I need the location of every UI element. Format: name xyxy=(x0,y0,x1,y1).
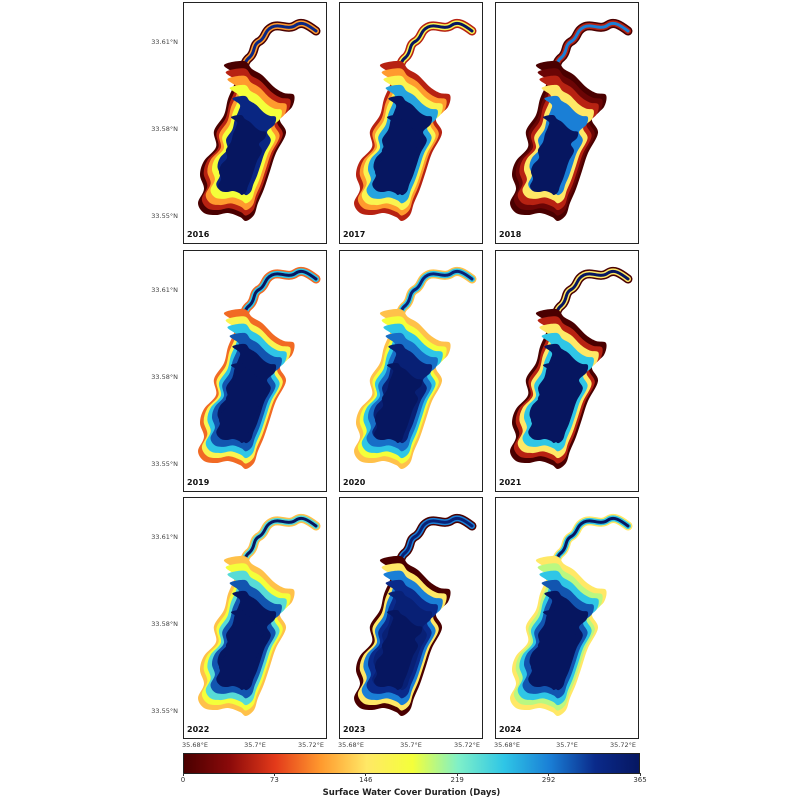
panel-year-label: 2016 xyxy=(187,230,210,239)
lake-core xyxy=(218,114,267,196)
latitude-tick-label: 33.61°N xyxy=(151,38,178,46)
lake-map xyxy=(354,513,477,717)
longitude-tick-label: 35.72°E xyxy=(454,741,480,749)
lake-map xyxy=(198,18,321,222)
lake-core xyxy=(218,362,267,444)
river-channel xyxy=(550,21,630,81)
colorbar-tick-mark xyxy=(456,773,458,776)
panel-year-label: 2021 xyxy=(499,478,522,487)
longitude-tick-label: 35.72°E xyxy=(298,741,324,749)
colorbar-tick-mark xyxy=(639,773,641,776)
map-panel-2019: 2019 xyxy=(183,250,327,492)
lake-core xyxy=(530,362,579,444)
longitude-tick-label: 35.68°E xyxy=(494,741,520,749)
longitude-tick-label: 35.68°E xyxy=(338,741,364,749)
lake-map xyxy=(354,266,477,470)
river-channel xyxy=(394,516,474,576)
map-panel-2023: 2023 xyxy=(339,497,483,739)
panel-year-label: 2023 xyxy=(343,725,366,734)
colorbar-tick-label: 219 xyxy=(450,776,464,784)
latitude-tick-label: 33.58°N xyxy=(151,620,178,628)
map-panel-2021: 2021 xyxy=(495,250,639,492)
panel-year-label: 2017 xyxy=(343,230,366,239)
colorbar-gradient xyxy=(184,754,639,773)
colorbar-tick-label: 73 xyxy=(269,776,279,784)
panel-year-label: 2022 xyxy=(187,725,210,734)
lake-core xyxy=(374,114,423,196)
latitude-tick-label: 33.58°N xyxy=(151,373,178,381)
lake-map xyxy=(354,18,477,222)
lake-map xyxy=(198,513,321,717)
panel-year-label: 2019 xyxy=(187,478,210,487)
colorbar-tick-label: 146 xyxy=(359,776,373,784)
longitude-tick-label: 35.7°E xyxy=(244,741,266,749)
latitude-tick-label: 33.55°N xyxy=(151,212,178,220)
colorbar-tick-label: 0 xyxy=(180,776,186,784)
panel-year-label: 2018 xyxy=(499,230,522,239)
colorbar-title: Surface Water Cover Duration (Days) xyxy=(322,788,501,798)
longitude-tick-label: 35.72°E xyxy=(610,741,636,749)
river-channel xyxy=(394,269,474,329)
longitude-tick-label: 35.68°E xyxy=(182,741,208,749)
lake-core xyxy=(374,362,423,444)
river-channel xyxy=(238,21,318,81)
latitude-tick-label: 33.61°N xyxy=(151,286,178,294)
latitude-tick-label: 33.55°N xyxy=(151,707,178,715)
map-panel-2018: 2018 xyxy=(495,2,639,244)
colorbar-tick-mark xyxy=(365,773,367,776)
lake-map xyxy=(510,513,633,717)
map-panel-2024: 2024 xyxy=(495,497,639,739)
map-panel-2022: 2022 xyxy=(183,497,327,739)
map-panel-2016: 2016 xyxy=(183,2,327,244)
lake-core xyxy=(530,609,579,691)
river-channel xyxy=(394,21,474,81)
colorbar-tick-mark xyxy=(182,773,184,776)
panel-year-label: 2024 xyxy=(499,725,522,734)
lake-core xyxy=(374,609,423,691)
river-channel xyxy=(238,269,318,329)
lake-core xyxy=(218,609,267,691)
latitude-tick-label: 33.58°N xyxy=(151,125,178,133)
lake-map xyxy=(510,266,633,470)
map-panel-2017: 2017 xyxy=(339,2,483,244)
river-channel xyxy=(550,269,630,329)
latitude-tick-label: 33.61°N xyxy=(151,533,178,541)
panel-year-label: 2020 xyxy=(343,478,366,487)
longitude-tick-label: 35.7°E xyxy=(400,741,422,749)
colorbar xyxy=(183,753,640,774)
river-channel xyxy=(238,516,318,576)
latitude-tick-label: 33.55°N xyxy=(151,460,178,468)
map-panel-2020: 2020 xyxy=(339,250,483,492)
colorbar-tick-label: 365 xyxy=(633,776,647,784)
lake-map xyxy=(198,266,321,470)
colorbar-tick-label: 292 xyxy=(541,776,556,784)
colorbar-tick-mark xyxy=(273,773,275,776)
lake-map xyxy=(510,18,633,222)
river-channel xyxy=(550,516,630,576)
lake-core xyxy=(530,114,579,196)
colorbar-tick-mark xyxy=(548,773,550,776)
longitude-tick-label: 35.7°E xyxy=(556,741,578,749)
